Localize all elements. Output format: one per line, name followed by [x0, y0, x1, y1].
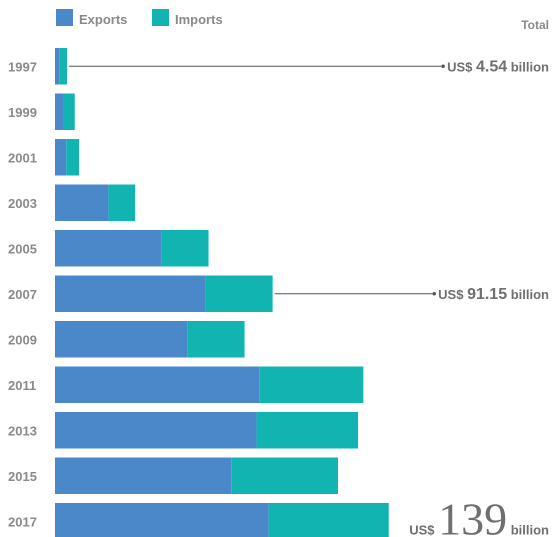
category-label-2007: 2007 [8, 287, 37, 302]
bar-imports-2009 [187, 321, 245, 358]
bar-imports-1999 [63, 93, 75, 130]
bar-exports-2005 [55, 230, 162, 267]
leader-dot-2007 [432, 291, 436, 296]
bar-imports-2005 [161, 230, 209, 267]
category-label-1997: 1997 [8, 59, 37, 74]
bar-exports-1999 [55, 93, 64, 130]
total-annotation-2017: US$ 139 billion [409, 494, 549, 537]
total-label-2007: US$ 91.15 billion [438, 286, 549, 303]
total-label-1997: US$ 4.54 billion [447, 58, 549, 75]
legend: Exports Imports [56, 9, 223, 27]
legend-swatch-exports [56, 9, 73, 26]
category-label-2005: 2005 [8, 241, 37, 256]
leader-dot-1997 [441, 64, 445, 69]
bar-exports-2009 [55, 321, 188, 358]
category-labels: 1997 1999 2001 2003 2005 2007 2009 2011 2013 2015… [8, 59, 37, 529]
bar-exports-2007 [55, 275, 206, 312]
bar-exports-2017 [55, 503, 269, 537]
annotations: US$ 4.54 billion US$ 91.15 billion US$ 139… [69, 58, 549, 537]
category-label-2009: 2009 [8, 332, 37, 347]
category-label-2003: 2003 [8, 196, 37, 211]
category-label-2015: 2015 [8, 469, 37, 484]
legend-swatch-imports [152, 9, 169, 26]
category-label-2013: 2013 [8, 423, 37, 438]
bar-imports-2015 [231, 457, 339, 494]
bar-exports-1997 [55, 48, 60, 85]
bars [55, 48, 389, 537]
bar-imports-2001 [66, 139, 80, 176]
bar-imports-2017 [268, 503, 389, 537]
category-label-2017: 2017 [8, 514, 37, 529]
category-label-2011: 2011 [8, 378, 36, 393]
bar-imports-1997 [59, 48, 68, 85]
bar-imports-2007 [205, 275, 273, 312]
legend-label-imports: Imports [175, 12, 223, 27]
bar-imports-2013 [256, 412, 359, 449]
bar-exports-2015 [55, 457, 232, 494]
legend-label-exports: Exports [79, 12, 127, 27]
bar-exports-2011 [55, 366, 260, 403]
total-annotation-2007: US$ 91.15 billion [274, 286, 549, 303]
bar-exports-2013 [55, 412, 257, 449]
bar-imports-2003 [108, 184, 136, 221]
bar-imports-2011 [259, 366, 364, 403]
bar-exports-2003 [55, 184, 109, 221]
category-label-2001: 2001 [8, 150, 37, 165]
total-label-2017: US$ 139 billion [409, 494, 549, 537]
total-annotation-1997: US$ 4.54 billion [69, 58, 549, 75]
bar-exports-2001 [55, 139, 67, 176]
category-label-1999: 1999 [8, 105, 37, 120]
total-column-header: Total [521, 18, 549, 32]
